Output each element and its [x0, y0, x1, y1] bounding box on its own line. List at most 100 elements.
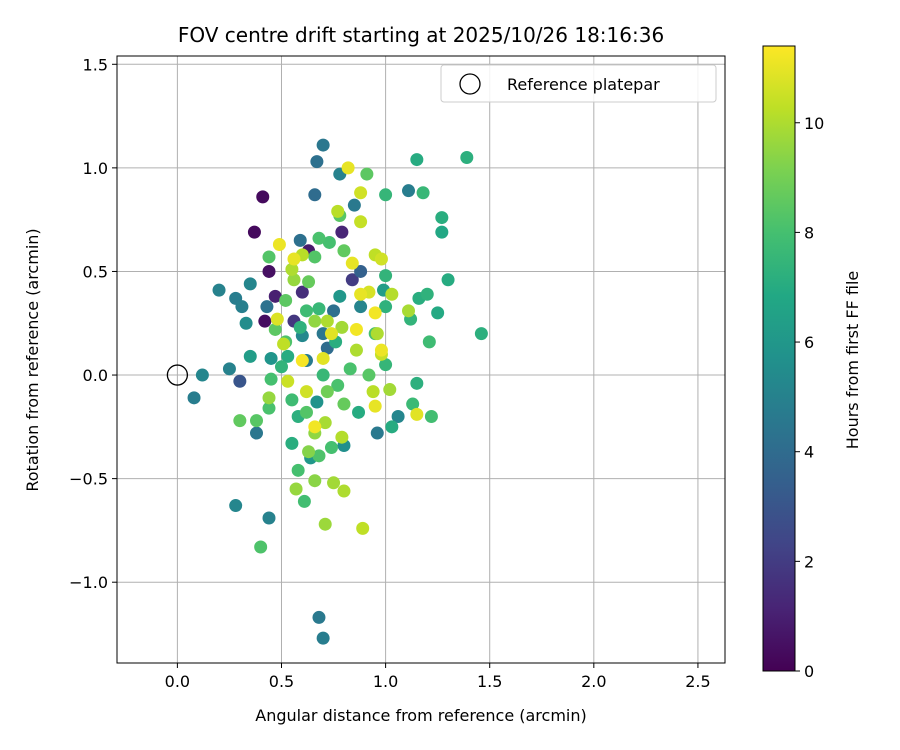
data-point — [291, 463, 305, 477]
data-point — [285, 262, 299, 276]
data-point — [302, 275, 316, 289]
data-point — [431, 306, 445, 320]
colorbar-title: Hours from first FF file — [843, 271, 862, 450]
data-point — [264, 372, 278, 386]
data-point — [281, 374, 295, 388]
data-point — [349, 343, 363, 357]
x-tick-label: 1.0 — [373, 672, 398, 691]
data-point — [293, 320, 307, 334]
x-axis-ticks: 0.0 0.5 1.0 1.5 2.0 2.5 — [165, 663, 711, 691]
data-point — [229, 499, 243, 513]
plot-frame — [116, 55, 726, 664]
data-point — [410, 153, 424, 167]
data-point — [354, 287, 368, 301]
colorbar-ticks: 0 2 4 6 8 10 — [795, 114, 824, 681]
chart-title: FOV centre drift starting at 2025/10/26 … — [178, 23, 664, 47]
data-point — [337, 484, 351, 498]
data-point — [370, 426, 384, 440]
data-point — [327, 476, 341, 490]
data-point — [222, 362, 236, 376]
data-point — [250, 426, 264, 440]
data-point — [335, 225, 349, 239]
data-point — [299, 385, 313, 399]
data-point — [295, 354, 309, 368]
data-point — [308, 188, 322, 202]
data-point — [337, 397, 351, 411]
data-point — [262, 250, 276, 264]
legend-reference-marker — [459, 73, 481, 95]
data-point — [250, 414, 264, 428]
data-point — [327, 304, 341, 318]
data-point — [262, 401, 276, 415]
data-point — [233, 374, 247, 388]
colorbar-tick-label: 6 — [804, 333, 814, 352]
data-point — [308, 250, 322, 264]
data-point — [272, 238, 286, 252]
data-point — [435, 225, 449, 239]
y-tick-label: 0.0 — [83, 366, 108, 385]
data-point — [385, 420, 399, 434]
data-point — [345, 256, 359, 270]
data-point — [308, 314, 322, 328]
colorbar-tick-label: 4 — [804, 443, 814, 462]
data-point — [474, 327, 488, 341]
data-point — [264, 351, 278, 365]
data-point — [333, 289, 347, 303]
data-point — [243, 349, 257, 363]
data-point — [360, 167, 374, 181]
data-point — [354, 186, 368, 200]
data-point — [331, 378, 345, 392]
data-point — [374, 252, 388, 266]
data-point — [410, 407, 424, 421]
data-point — [354, 264, 368, 278]
data-point — [274, 360, 288, 374]
data-point — [254, 540, 268, 554]
data-point — [312, 449, 326, 463]
data-point — [279, 293, 293, 307]
grid-lines — [117, 56, 725, 663]
data-point — [316, 631, 330, 645]
x-tick-label: 2.0 — [581, 672, 606, 691]
data-point — [318, 416, 332, 430]
data-point — [320, 385, 334, 399]
data-point — [343, 362, 357, 376]
y-axis-title: Rotation from reference (arcmin) — [23, 228, 42, 491]
data-point — [352, 405, 366, 419]
data-point — [379, 188, 393, 202]
data-point — [243, 277, 257, 291]
data-point — [341, 161, 355, 175]
data-point — [258, 314, 272, 328]
data-point — [335, 430, 349, 444]
data-point — [349, 322, 363, 336]
data-point — [270, 312, 284, 326]
data-point — [268, 322, 282, 336]
legend: Reference platepar — [440, 64, 717, 103]
x-tick-label: 0.5 — [269, 672, 294, 691]
data-point — [374, 343, 388, 357]
data-point — [354, 300, 368, 314]
data-point — [285, 436, 299, 450]
data-point — [316, 351, 330, 365]
data-points — [187, 138, 488, 645]
data-point — [287, 252, 301, 266]
data-point — [320, 314, 334, 328]
x-axis-title: Angular distance from reference (arcmin) — [255, 706, 586, 725]
colorbar-tick-label: 2 — [804, 552, 814, 571]
data-point — [308, 420, 322, 434]
data-point — [187, 391, 201, 405]
data-point — [331, 204, 345, 218]
data-point — [299, 304, 313, 318]
data-point — [356, 521, 370, 535]
data-point — [302, 445, 316, 459]
data-point — [316, 138, 330, 152]
data-point — [460, 151, 474, 165]
data-point — [312, 610, 326, 624]
data-point — [368, 306, 382, 320]
data-point — [362, 368, 376, 382]
data-point — [295, 285, 309, 299]
data-point — [235, 300, 249, 314]
colorbar-tick-label: 10 — [804, 114, 824, 133]
data-point — [260, 300, 274, 314]
legend-box — [440, 64, 717, 103]
data-point — [247, 225, 261, 239]
